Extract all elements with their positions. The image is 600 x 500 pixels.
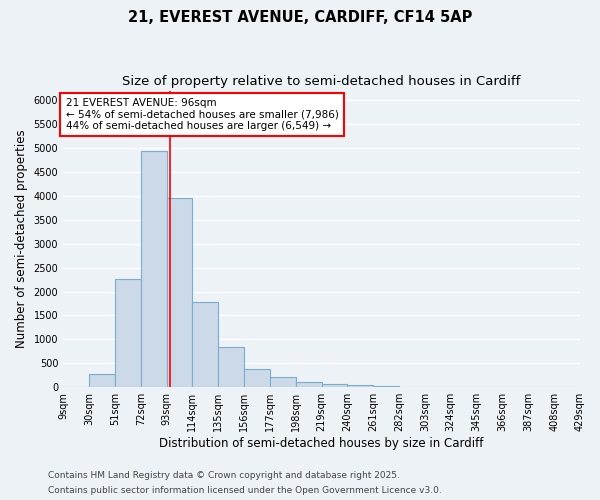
Text: 21, EVEREST AVENUE, CARDIFF, CF14 5AP: 21, EVEREST AVENUE, CARDIFF, CF14 5AP <box>128 10 472 25</box>
Bar <box>140 152 167 387</box>
Bar <box>115 278 140 387</box>
Y-axis label: Number of semi-detached properties: Number of semi-detached properties <box>15 130 28 348</box>
Bar <box>347 386 373 387</box>
Bar <box>296 382 322 387</box>
Bar <box>270 377 296 387</box>
Text: Contains HM Land Registry data © Crown copyright and database right 2025.: Contains HM Land Registry data © Crown c… <box>48 471 400 480</box>
Bar <box>218 347 244 387</box>
Bar <box>167 198 193 387</box>
Bar <box>193 302 218 387</box>
Bar <box>244 368 270 387</box>
Bar <box>373 386 399 387</box>
Text: Contains public sector information licensed under the Open Government Licence v3: Contains public sector information licen… <box>48 486 442 495</box>
Bar <box>89 374 115 387</box>
X-axis label: Distribution of semi-detached houses by size in Cardiff: Distribution of semi-detached houses by … <box>160 437 484 450</box>
Text: 21 EVEREST AVENUE: 96sqm
← 54% of semi-detached houses are smaller (7,986)
44% o: 21 EVEREST AVENUE: 96sqm ← 54% of semi-d… <box>65 98 338 131</box>
Bar <box>322 384 347 387</box>
Title: Size of property relative to semi-detached houses in Cardiff: Size of property relative to semi-detach… <box>122 75 521 88</box>
